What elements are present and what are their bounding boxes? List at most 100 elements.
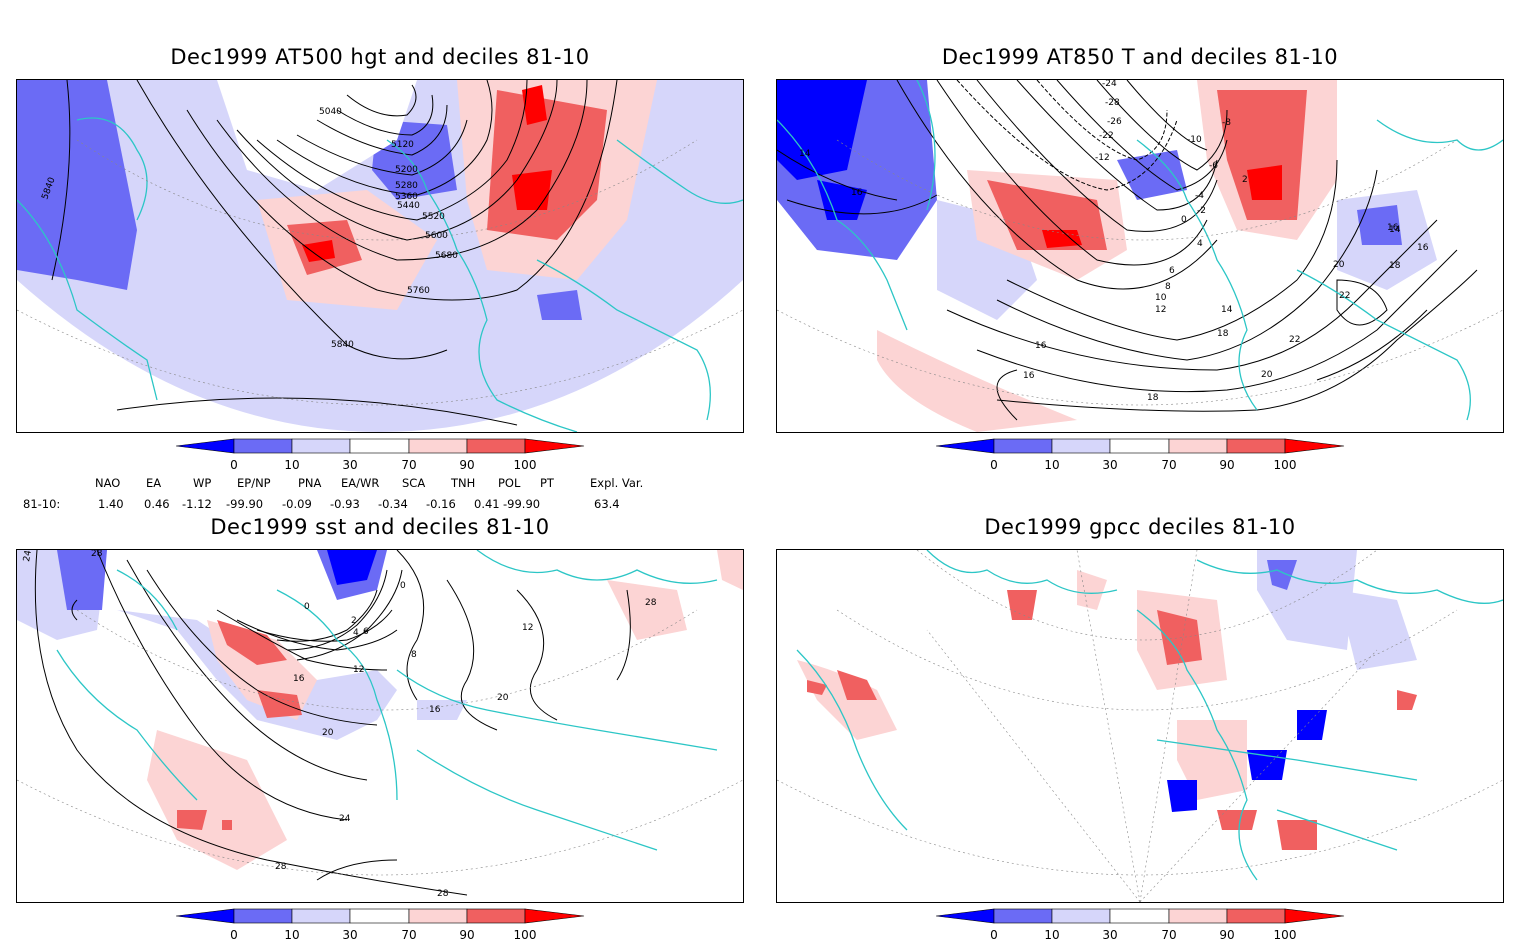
contour-label: 5760 [407, 286, 430, 296]
contour-label: 16 [293, 674, 305, 684]
colorbar-tick-label: 30 [1102, 928, 1117, 942]
contour-label: -6 [1209, 161, 1218, 171]
contour-label: 16 [1023, 371, 1035, 381]
colorbar-tick-label: 100 [1274, 458, 1297, 472]
index-row-label: 81-10: [23, 497, 61, 511]
index-value-eawr: -0.93 [330, 497, 360, 511]
colorbar-swatch [1168, 908, 1228, 924]
contour-label: 5520 [422, 212, 445, 222]
contour-label: 5120 [391, 140, 414, 150]
map-panel-gpcc [776, 549, 1504, 903]
contour-label: 24 [339, 814, 351, 824]
contour-labels: 24 28 0 0 2 4 6 8 12 12 16 16 20 20 24 2… [22, 550, 657, 899]
contour-label: 5040 [319, 107, 342, 117]
map-panel-hgt500: 5040 5120 5200 5280 5360 5440 5520 5600 … [16, 79, 744, 433]
contour-label: 18 [1217, 329, 1229, 339]
contour-label: 5360 [395, 192, 418, 202]
contour-label: 18 [1389, 261, 1401, 271]
map-t850: -24 -28 -26 -22 -12 -10 -8 -6 -4 -2 0 2 … [777, 80, 1503, 432]
colorbar-swatch [1226, 438, 1286, 454]
contour-label: 20 [497, 693, 509, 703]
map-sst: 24 28 0 0 2 4 6 8 12 12 16 16 20 20 24 2… [17, 550, 743, 902]
index-header-pna: PNA [298, 476, 322, 490]
colorbar-tick-label: 30 [342, 458, 357, 472]
contour-label: 14 [1389, 225, 1401, 235]
sst-contours [34, 550, 631, 896]
colorbar-swatch [349, 908, 410, 924]
contour-label: 6 [363, 627, 369, 637]
contour-label: -26 [1107, 117, 1122, 127]
index-value-ea: 0.46 [144, 497, 170, 511]
colorbar-tick-label: 90 [459, 928, 474, 942]
contour-label: 0 [400, 581, 406, 591]
index-value-pt: -99.90 [503, 497, 541, 511]
index-header-pol: POL [498, 476, 521, 490]
index-header-eawr: EA/WR [341, 476, 380, 490]
contour-label: 16 [851, 188, 863, 198]
index-value-wp: -1.12 [182, 497, 212, 511]
contour-label: 14 [799, 149, 811, 159]
index-header-tnh: TNH [451, 476, 476, 490]
contour-label: 28 [275, 862, 287, 872]
colorbar-tick-label: 10 [1044, 928, 1059, 942]
colorbar-swatch [466, 438, 526, 454]
index-value-expl-var: 63.4 [594, 497, 620, 511]
contour-label: 5440 [397, 201, 420, 211]
colorbar-tick-label: 0 [990, 928, 998, 942]
colorbar-hgt500: 0 10 30 70 90 100 [176, 438, 585, 472]
colorbar-tick-label: 10 [1044, 458, 1059, 472]
index-header-wp: WP [193, 476, 212, 490]
colorbar-arrow-high [524, 908, 585, 924]
colorbar-arrow-high [1284, 908, 1345, 924]
contour-label: 4 [1197, 239, 1203, 249]
contour-label: 10 [1155, 293, 1167, 303]
panel-title-gpcc: Dec1999 gpcc deciles 81-10 [984, 515, 1296, 539]
index-value-pna: -0.09 [282, 497, 312, 511]
colorbar-arrow-low [176, 908, 235, 924]
contour-label: 6 [1169, 266, 1175, 276]
contour-label: 14 [1221, 305, 1233, 315]
colorbar-swatch [233, 438, 293, 454]
index-value-epnp: -99.90 [226, 497, 264, 511]
contour-label: 2 [1242, 175, 1248, 185]
contour-label: -12 [1095, 153, 1110, 163]
map-panel-t850: -24 -28 -26 -22 -12 -10 -8 -6 -4 -2 0 2 … [776, 79, 1504, 433]
contour-label: 4 [353, 628, 359, 638]
contour-label: 5280 [395, 181, 418, 191]
contour-label: 8 [1165, 282, 1171, 292]
contour-label: 20 [1333, 260, 1345, 270]
colorbar-tick-label: 10 [284, 928, 299, 942]
contour-label: -24 [1102, 80, 1117, 89]
contour-label: 5600 [425, 231, 448, 241]
colorbar-arrow-low [936, 438, 995, 454]
coastlines [56, 550, 718, 851]
contour-label: -2 [1197, 206, 1206, 216]
colorbar-tick-label: 70 [1161, 928, 1176, 942]
contour-label: 22 [1289, 335, 1300, 345]
panel-title-sst: Dec1999 sst and deciles 81-10 [210, 515, 550, 539]
colorbar-swatch [1109, 908, 1170, 924]
contour-label: 16 [1035, 341, 1047, 351]
colorbar-arrow-low [936, 908, 995, 924]
temperature-contours [777, 80, 1478, 421]
colorbar-swatch [993, 908, 1053, 924]
contour-label: 24 [22, 550, 34, 563]
index-value-nao: 1.40 [98, 497, 124, 511]
coastlines [796, 550, 1503, 881]
colorbar-tick-label: 100 [1274, 928, 1297, 942]
contour-label: 5200 [395, 165, 418, 175]
index-value-tnh: -0.16 [426, 497, 456, 511]
colorbar-tick-label: 100 [514, 928, 537, 942]
colorbar-tick-label: 70 [401, 458, 416, 472]
contour-label: 16 [1417, 243, 1429, 253]
colorbar-swatch [1168, 438, 1228, 454]
panel-title-hgt500: Dec1999 AT500 hgt and deciles 81-10 [170, 45, 590, 69]
colorbar-tick-label: 90 [1219, 928, 1234, 942]
map-panel-sst: 24 28 0 0 2 4 6 8 12 12 16 16 20 20 24 2… [16, 549, 744, 903]
colorbar-arrow-high [524, 438, 585, 454]
colorbar-tick-label: 0 [230, 458, 238, 472]
contour-label: 5680 [435, 251, 458, 261]
colorbar-swatch [1109, 438, 1170, 454]
colorbar-swatch [1051, 908, 1111, 924]
contour-label: -8 [1222, 118, 1231, 128]
